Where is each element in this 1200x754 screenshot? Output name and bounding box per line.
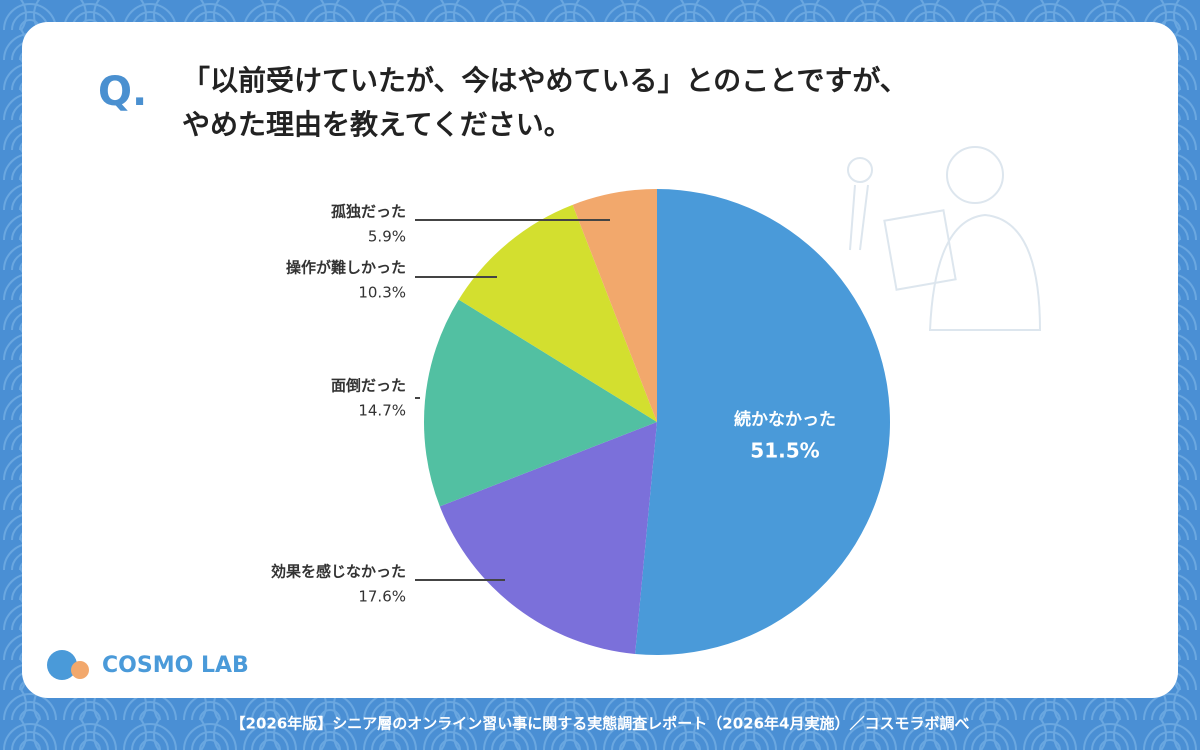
title-line: やめた理由を教えてください。 xyxy=(182,108,572,141)
logo: COSMO LAB xyxy=(47,650,249,680)
slice-label: 操作が難しかった xyxy=(286,259,406,277)
value-label: 10.3% xyxy=(358,284,406,302)
pie-slice xyxy=(423,299,657,507)
footer: 【2026年版】シニア層のオンライン習い事に関する実態調査レポート（2026年4… xyxy=(231,715,970,733)
illustration xyxy=(847,146,1042,331)
logo-text: COSMO LAB xyxy=(102,653,249,678)
pie-slice xyxy=(439,422,657,654)
slice-label: 効果を感じなかった xyxy=(271,563,406,581)
title-line: 「以前受けていたが、今はやめている」とのことですが、 xyxy=(182,64,908,97)
slice-label: 続かなかった xyxy=(734,409,836,430)
pie-slice xyxy=(458,204,657,422)
value-label: 51.5% xyxy=(750,439,819,463)
slice-label: 孤独だった xyxy=(331,203,406,221)
value-label: 14.7% xyxy=(358,402,406,420)
slice-label: 面倒だった xyxy=(331,377,406,395)
value-label: 17.6% xyxy=(358,588,406,606)
pie-slice xyxy=(635,189,890,656)
question-label: Q. xyxy=(98,69,147,115)
pie-slice xyxy=(572,189,657,422)
value-label: 5.9% xyxy=(368,228,406,246)
